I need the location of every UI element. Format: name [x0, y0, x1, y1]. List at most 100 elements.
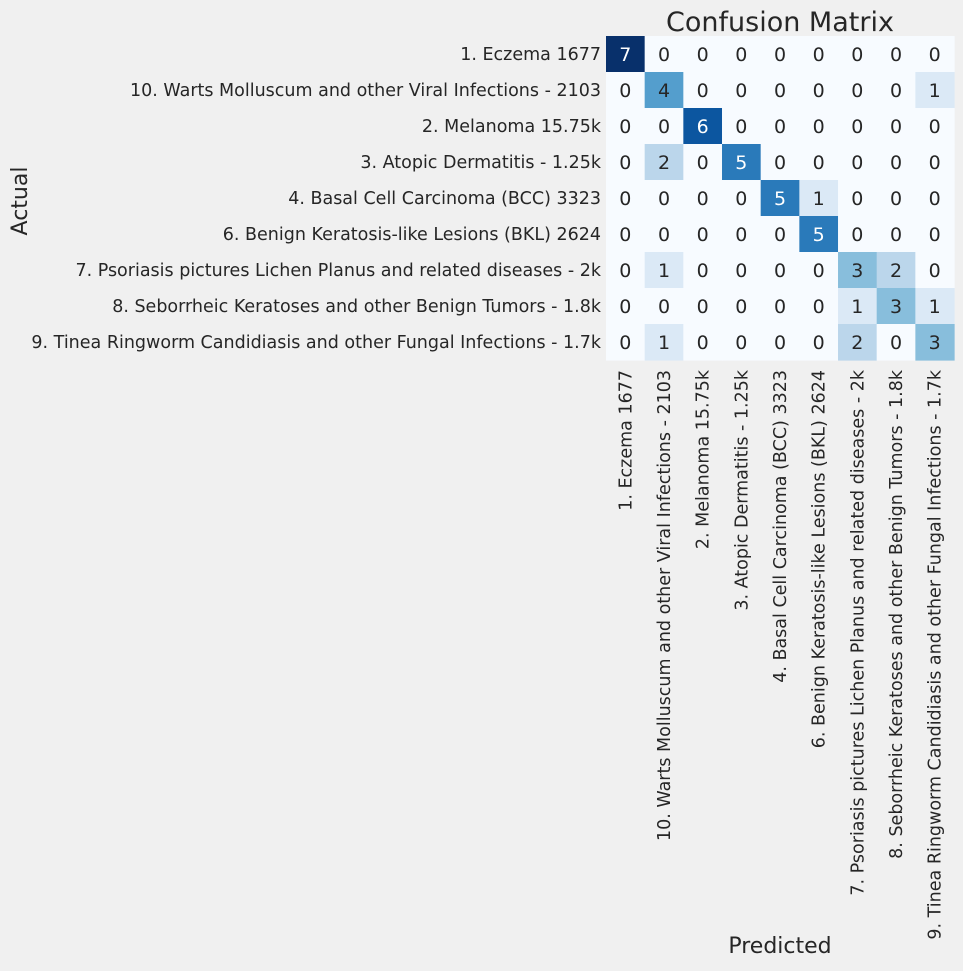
cell-value-label: 0 — [697, 188, 709, 210]
cell-value-label: 1 — [929, 296, 941, 318]
cell-value-label: 0 — [929, 152, 941, 174]
heatmap-cell — [915, 216, 955, 253]
heatmap-cell — [799, 144, 839, 181]
heatmap-cell — [683, 36, 723, 73]
heatmap-cell — [760, 36, 800, 73]
cell-value-label: 0 — [774, 332, 786, 354]
heatmap-cell — [876, 144, 916, 181]
cell-value-label: 0 — [851, 188, 863, 210]
cell-value-label: 0 — [774, 260, 786, 282]
heatmap-cell — [606, 324, 646, 361]
cell-value-label: 0 — [735, 332, 747, 354]
heatmap-cell — [838, 144, 878, 181]
cell-value-label: 3 — [890, 296, 902, 318]
heatmap-cell — [606, 72, 646, 109]
y-tick-label: 7. Psoriasis pictures Lichen Planus and … — [75, 261, 601, 281]
cell-value-label: 0 — [813, 296, 825, 318]
y-tick-label: 4. Basal Cell Carcinoma (BCC) 3323 — [288, 189, 601, 209]
heatmap-cell — [838, 216, 878, 253]
heatmap-cell — [644, 180, 684, 217]
cell-value-label: 0 — [929, 224, 941, 246]
cell-value-label: 0 — [619, 188, 631, 210]
cell-value-label: 1 — [658, 332, 670, 354]
cell-value-label: 0 — [890, 116, 902, 138]
heatmap-cell — [915, 288, 955, 325]
heatmap-cell — [722, 144, 762, 181]
heatmap-cell — [799, 216, 839, 253]
heatmap-cell — [838, 72, 878, 109]
cell-value-label: 0 — [697, 152, 709, 174]
heatmap-cell — [606, 216, 646, 253]
heatmap-cell — [606, 252, 646, 289]
y-tick-label: 3. Atopic Dermatitis - 1.25k — [360, 153, 602, 173]
y-tick-label: 6. Benign Keratosis-like Lesions (BKL) 2… — [223, 225, 601, 245]
cell-value-label: 0 — [619, 296, 631, 318]
cell-value-label: 0 — [735, 224, 747, 246]
cell-value-label: 0 — [851, 224, 863, 246]
heatmap-cell — [760, 72, 800, 109]
heatmap-cell — [606, 36, 646, 73]
heatmap-cell — [760, 144, 800, 181]
cell-value-label: 0 — [813, 44, 825, 66]
cell-value-label: 0 — [658, 224, 670, 246]
cell-value-label: 5 — [735, 152, 747, 174]
heatmap-cell — [606, 180, 646, 217]
x-tick-label: 9. Tinea Ringworm Candidiasis and other … — [926, 369, 946, 939]
heatmap-cell — [760, 108, 800, 145]
cell-value-label: 1 — [929, 80, 941, 102]
y-tick-labels: 1. Eczema 1677 10. Warts Molluscum and ot… — [31, 45, 601, 353]
cell-value-label: 3 — [929, 332, 941, 354]
heatmap-cell — [876, 216, 916, 253]
cell-value-label: 0 — [851, 44, 863, 66]
heatmap-cell — [644, 324, 684, 361]
heatmap-cell — [722, 288, 762, 325]
y-tick-label: 1. Eczema 1677 — [460, 45, 601, 65]
cell-value-label: 0 — [619, 80, 631, 102]
cell-value-label: 0 — [735, 116, 747, 138]
heatmap-cell — [760, 324, 800, 361]
heatmap-cell — [722, 72, 762, 109]
heatmap-cell — [683, 108, 723, 145]
cell-value-label: 0 — [735, 80, 747, 102]
heatmap-cell — [838, 108, 878, 145]
cell-value-label: 0 — [890, 80, 902, 102]
heatmap-cells: 7 0 0 0 0 0 0 0 0 0 4 0 0 0 0 0 0 1 0 0 6 0 0 0 0 0 0 0 2 0 5 0 0 0 0 0 0 0 0 0… — [606, 36, 955, 361]
heatmap-cell — [799, 288, 839, 325]
cell-value-label: 0 — [890, 152, 902, 174]
cell-value-label: 1 — [813, 188, 825, 210]
cell-value-label: 0 — [619, 224, 631, 246]
cell-value-label: 0 — [697, 80, 709, 102]
heatmap-cell — [799, 324, 839, 361]
heatmap-cell — [915, 36, 955, 73]
cell-value-label: 0 — [619, 332, 631, 354]
cell-value-label: 4 — [658, 80, 670, 102]
cell-value-label: 5 — [774, 188, 786, 210]
heatmap-cell — [683, 180, 723, 217]
y-tick-label: 10. Warts Molluscum and other Viral Infe… — [130, 81, 601, 101]
heatmap-cell — [876, 324, 916, 361]
heatmap-cell — [722, 252, 762, 289]
heatmap-cell — [876, 108, 916, 145]
heatmap-cell — [722, 36, 762, 73]
cell-value-label: 0 — [735, 296, 747, 318]
heatmap-cell — [915, 324, 955, 361]
heatmap-cell — [799, 180, 839, 217]
cell-value-label: 0 — [735, 188, 747, 210]
heatmap-cell — [838, 36, 878, 73]
cell-value-label: 0 — [813, 260, 825, 282]
cell-value-label: 0 — [735, 260, 747, 282]
cell-value-label: 0 — [929, 188, 941, 210]
heatmap-cell — [606, 144, 646, 181]
heatmap-cell — [760, 216, 800, 253]
cell-value-label: 0 — [774, 296, 786, 318]
y-tick-label: 2. Melanoma 15.75k — [422, 117, 602, 137]
cell-value-label: 2 — [851, 332, 863, 354]
heatmap-cell — [722, 324, 762, 361]
x-tick-label: 1. Eczema 1677 — [616, 370, 636, 511]
cell-value-label: 0 — [890, 44, 902, 66]
cell-value-label: 0 — [851, 152, 863, 174]
cell-value-label: 0 — [697, 296, 709, 318]
cell-value-label: 0 — [697, 332, 709, 354]
